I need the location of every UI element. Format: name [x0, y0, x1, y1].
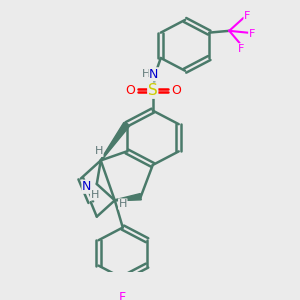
Text: F: F — [119, 291, 126, 300]
Text: N: N — [149, 68, 158, 81]
Text: F: F — [238, 44, 244, 54]
Text: O: O — [125, 84, 135, 97]
Polygon shape — [115, 194, 141, 201]
Text: H: H — [142, 69, 150, 79]
Polygon shape — [100, 122, 130, 161]
Text: F: F — [249, 28, 255, 38]
Text: H: H — [118, 199, 127, 209]
Text: S: S — [148, 83, 158, 98]
Text: O: O — [171, 84, 181, 97]
Text: H: H — [91, 190, 99, 200]
Text: H: H — [94, 146, 103, 156]
Text: N: N — [82, 180, 92, 193]
Text: F: F — [244, 11, 250, 21]
